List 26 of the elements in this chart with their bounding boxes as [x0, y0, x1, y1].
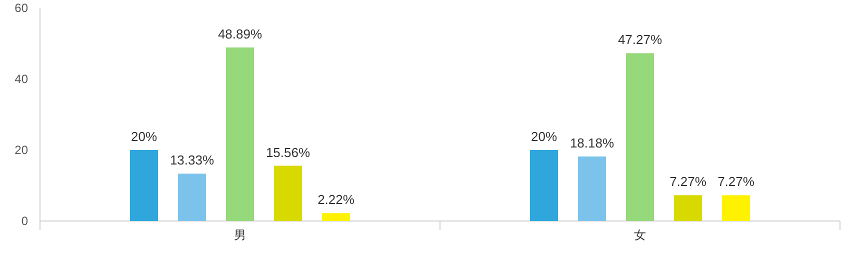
- bar: [722, 195, 750, 221]
- data-label: 2.22%: [318, 192, 355, 208]
- y-tick-label: 0: [21, 214, 28, 228]
- y-tick-label: 40: [14, 72, 28, 86]
- bar: [274, 166, 302, 221]
- data-label: 15.56%: [266, 144, 310, 160]
- bar: [530, 150, 558, 221]
- data-label: 20%: [130, 129, 158, 144]
- data-label: 13.33%: [170, 152, 214, 168]
- data-label: 48.89%: [218, 26, 262, 42]
- bar: [130, 150, 158, 221]
- y-tick-label: 60: [14, 1, 28, 15]
- bar: [322, 213, 350, 221]
- y-tick-label: 20: [14, 143, 28, 157]
- data-label: 47.27%: [618, 32, 662, 48]
- x-tick-label: 男: [234, 228, 246, 242]
- bar: [578, 156, 606, 221]
- data-label: 18.18%: [570, 135, 614, 150]
- data-label: 7.27%: [718, 174, 755, 190]
- bar: [226, 47, 254, 221]
- data-label: 7.27%: [670, 174, 707, 190]
- bar: [674, 195, 702, 221]
- bar: [626, 53, 654, 221]
- data-label: 20%: [530, 129, 558, 144]
- bar: [178, 174, 206, 221]
- x-tick-label: 女: [634, 228, 646, 242]
